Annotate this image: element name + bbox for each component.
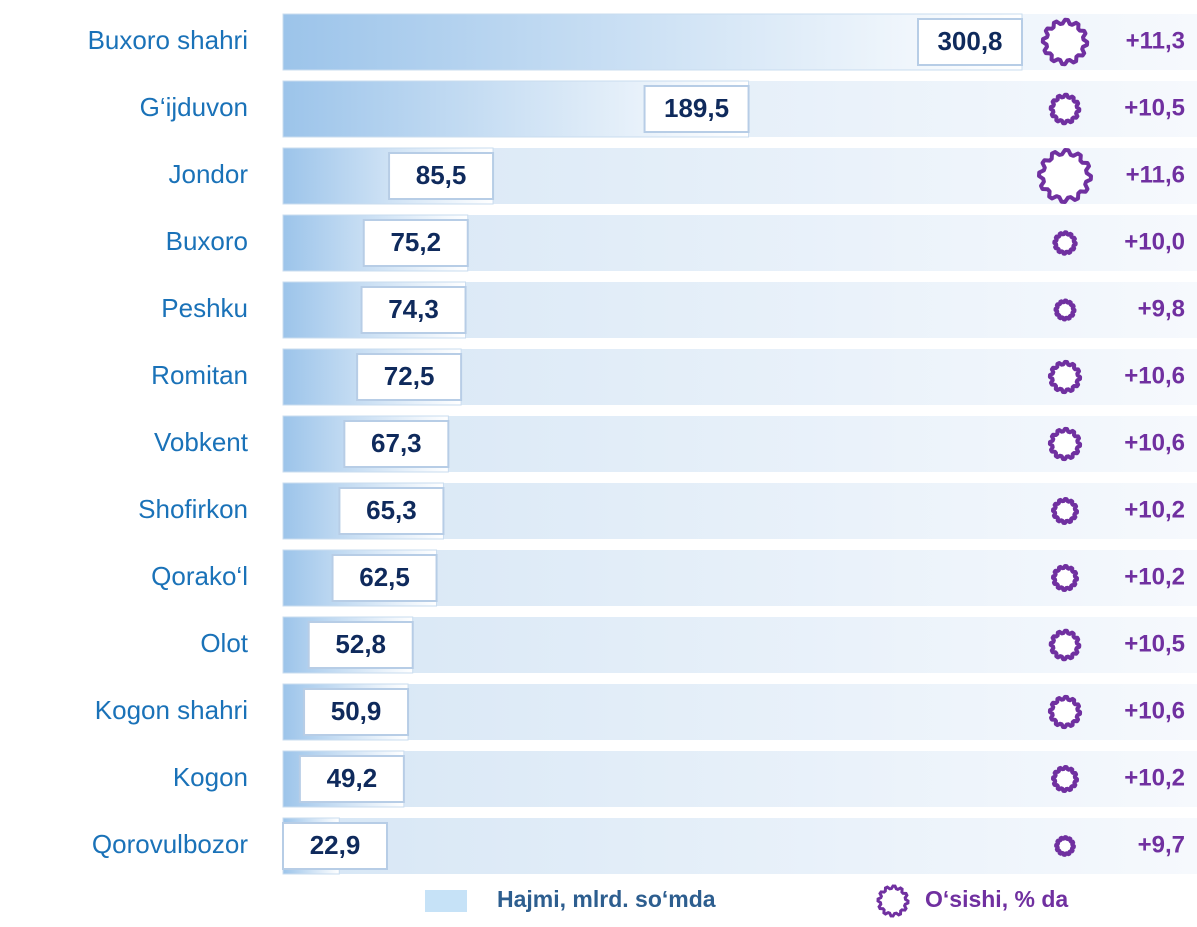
value-label: 65,3 [366,495,417,525]
category-label: Peshku [161,293,248,323]
growth-label: +10,6 [1124,429,1185,456]
growth-gear [1053,298,1077,322]
category-label: Kogon [173,762,248,792]
growth-label: +10,5 [1124,630,1185,657]
value-box [307,621,414,669]
value-label: 67,3 [371,428,422,458]
value-box [360,286,467,334]
category-label: Kogon shahri [95,695,248,725]
growth-gear [1052,230,1078,256]
bar [282,13,1023,71]
value-label: 62,5 [359,562,410,592]
category-label: Qorovulbozor [92,829,248,859]
value-label: 85,5 [416,160,467,190]
category-label: Buxoro shahri [88,25,248,55]
legend-label: Hajmi, mlrd. so‘mda [497,886,716,912]
track [283,818,1197,874]
category-label: Jondor [169,159,249,189]
track [283,684,1197,740]
growth-label: +10,2 [1124,496,1185,523]
value-box [282,822,388,870]
category-label: Olot [200,628,248,658]
value-label: 49,2 [327,763,378,793]
growth-gear [1051,497,1079,525]
track [283,751,1197,807]
growth-label: +10,0 [1124,228,1185,255]
growth-label: +10,5 [1124,94,1185,121]
growth-gear [1047,426,1083,462]
value-label: 72,5 [384,361,435,391]
growth-label: +10,6 [1124,697,1185,724]
value-box [643,85,750,133]
growth-label: +10,2 [1124,563,1185,590]
growth-gear [1054,835,1076,857]
value-box [303,688,410,736]
value-label: 52,8 [335,629,386,659]
category-label: G‘ijduvon [140,92,248,122]
growth-gear [1051,765,1079,793]
value-label: 22,9 [310,830,361,860]
value-box [338,487,445,535]
growth-gear [1048,628,1082,662]
legend-gear [876,884,910,918]
growth-label: +11,3 [1126,27,1185,54]
category-label: Shofirkon [138,494,248,524]
value-box [388,152,495,200]
growth-gear [1047,359,1083,395]
value-label: 75,2 [390,227,441,257]
legend-swatch [425,890,467,912]
value-box [917,18,1023,66]
value-box [356,353,463,401]
growth-label: +10,6 [1124,362,1185,389]
growth-label: +10,2 [1124,764,1185,791]
growth-gear [1037,148,1093,204]
growth-label: +9,8 [1138,295,1185,322]
value-label: 50,9 [331,696,382,726]
track [283,617,1197,673]
category-label: Romitan [151,360,248,390]
growth-gear [1048,92,1082,126]
legend-label: O‘sishi, % da [925,886,1068,912]
value-label: 300,8 [937,26,1002,56]
category-label: Qorako‘l [151,561,248,591]
growth-label: +11,6 [1126,161,1185,188]
growth-label: +9,7 [1138,831,1185,858]
growth-gear [1051,564,1079,592]
value-box [298,755,405,803]
value-box [331,554,438,602]
category-label: Buxoro [166,226,248,256]
value-box [362,219,469,267]
growth-gear [1040,17,1090,67]
value-label: 74,3 [388,294,439,324]
value-box [343,420,450,468]
value-label: 189,5 [664,93,729,123]
category-label: Vobkent [154,427,249,457]
growth-gear [1047,694,1083,730]
